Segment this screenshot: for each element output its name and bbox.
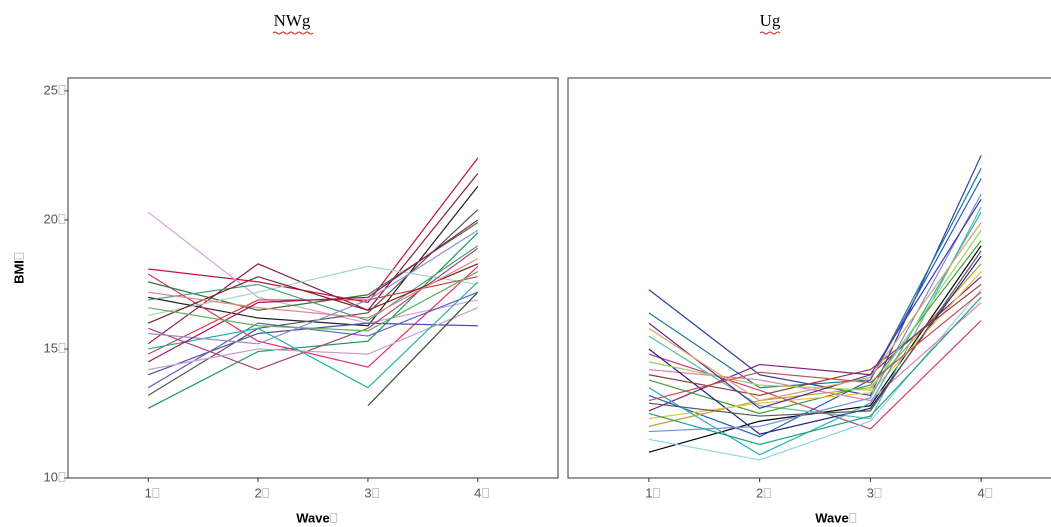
glyph-box	[152, 488, 160, 498]
glyph-box	[58, 472, 66, 482]
y-tick-label: 10	[44, 469, 58, 484]
series-line	[648, 168, 982, 389]
x-tick-label: 2	[756, 485, 763, 500]
y-axis-label: BMI	[11, 260, 26, 284]
x-tick-label: 3	[867, 485, 874, 500]
series-line	[648, 193, 982, 433]
spell-underline	[272, 31, 314, 35]
series-line	[148, 229, 479, 345]
x-axis-label: Wave	[296, 510, 329, 525]
series-line	[148, 157, 479, 304]
glyph-box	[482, 488, 489, 498]
series-line	[648, 276, 982, 412]
x-tick-label: 2	[254, 485, 261, 500]
series-line	[648, 271, 982, 420]
glyph-box	[262, 488, 270, 498]
glyph-box	[985, 488, 993, 498]
series-line	[148, 307, 479, 371]
chart-title: NWg	[274, 11, 311, 30]
series-line	[648, 178, 982, 438]
x-tick-label: 1	[145, 485, 152, 500]
series-line	[648, 320, 982, 430]
series-line	[147, 209, 479, 396]
series-line	[648, 222, 982, 402]
x-tick-label: 4	[474, 485, 481, 500]
series-line	[367, 291, 479, 407]
series-line	[648, 229, 982, 391]
series-line	[648, 255, 982, 435]
spell-underline	[759, 31, 781, 35]
glyph-box	[58, 213, 66, 224]
x-tick-label: 1	[645, 485, 652, 500]
x-tick-label: 3	[364, 485, 371, 500]
plot-frame	[567, 77, 1051, 479]
series-line	[147, 219, 479, 363]
glyph-box	[58, 84, 66, 95]
series-line	[648, 240, 982, 415]
y-tick-label: 20	[44, 211, 58, 226]
glyph-box	[14, 252, 24, 260]
series-line	[648, 291, 982, 402]
y-tick-label: 25	[44, 82, 58, 97]
glyph-box	[763, 488, 771, 498]
series-line	[648, 211, 982, 456]
glyph-box	[653, 488, 660, 498]
glyph-box	[58, 343, 66, 353]
series-line	[148, 265, 478, 317]
series-line	[648, 250, 982, 417]
series-line	[148, 258, 479, 319]
series-line	[648, 283, 982, 397]
plot-frame	[67, 77, 559, 479]
series-line	[147, 173, 479, 345]
series-line	[147, 291, 479, 389]
glyph-box	[874, 488, 882, 498]
series-line	[148, 271, 479, 332]
chart-title: Ug	[760, 11, 781, 30]
series-line	[648, 198, 982, 409]
glyph-box	[330, 513, 338, 523]
y-tick-label: 15	[44, 340, 58, 355]
series-line	[148, 245, 479, 322]
series-line	[147, 265, 479, 368]
series-line	[648, 263, 982, 427]
series-line	[648, 155, 982, 397]
x-axis-label: Wave	[815, 510, 848, 525]
series-line	[648, 296, 982, 446]
series-line	[648, 302, 982, 402]
series-line	[147, 211, 478, 324]
plot-lines	[147, 157, 479, 409]
series-line	[648, 289, 982, 461]
glyph-box	[372, 488, 379, 498]
glyph-box	[849, 513, 857, 523]
x-tick-label: 4	[978, 485, 985, 500]
plot-lines	[648, 155, 982, 461]
